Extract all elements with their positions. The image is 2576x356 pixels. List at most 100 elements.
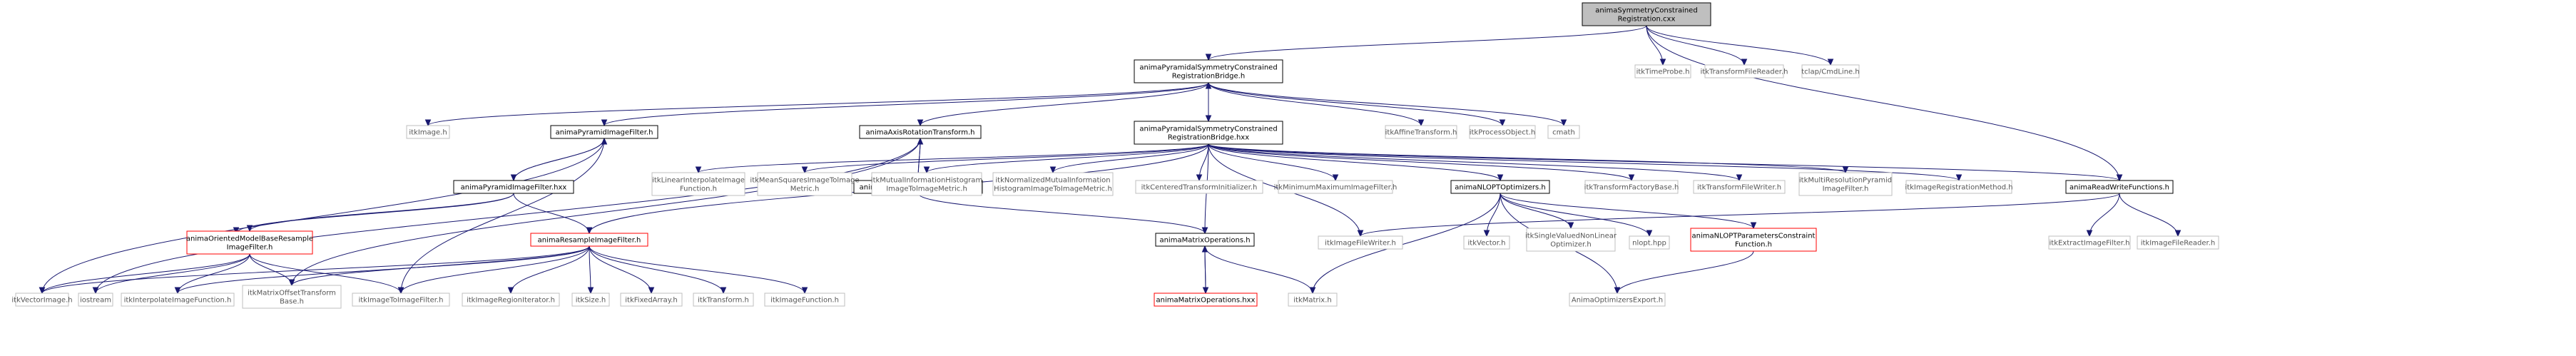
edge-psr-bridge-hxx-to-itk-img-reg-method bbox=[1208, 143, 1962, 182]
node-label: itkImageRegionIterator.h bbox=[467, 297, 555, 305]
edge-pyr-filter-hxx-to-oriented-resample bbox=[246, 193, 514, 233]
node-itk-tfreader[interactable]: itkTransformFileReader.h bbox=[1701, 64, 1788, 78]
edge-resample-filter-to-itk-transform bbox=[589, 245, 727, 295]
node-itk-matrix[interactable]: itkMatrix.h bbox=[1288, 293, 1338, 307]
edge-oriented-resample-to-itk-matrix-offset bbox=[249, 253, 295, 287]
node-label: HistogramImageToImageMetric.h bbox=[994, 185, 1112, 193]
node-itk-img-reg-method[interactable]: itkImageRegistrationMethod.h bbox=[1905, 180, 2013, 194]
node-itk-processobj[interactable]: itkProcessObject.h bbox=[1469, 125, 1536, 139]
edge-axis-rot-hxx-to-matrix-ops-h bbox=[917, 193, 1208, 235]
node-box bbox=[1629, 235, 1670, 250]
node-label: itkCenteredTransformInitializer.h bbox=[1141, 184, 1258, 192]
node-tclap[interactable]: tclap/CmdLine.h bbox=[1801, 64, 1860, 78]
arrowhead bbox=[39, 287, 46, 295]
node-itk-tf-factory[interactable]: itkTransformFactoryBase.h bbox=[1584, 180, 1679, 194]
node-itk-vector[interactable]: itkVector.h bbox=[1463, 235, 1510, 250]
node-label: Metric.h bbox=[790, 185, 820, 193]
node-itk-interp-func[interactable]: itkInterpolateImageFunction.h bbox=[121, 293, 235, 307]
node-oriented-resample[interactable]: animaOrientedModelBaseResampleImageFilte… bbox=[186, 230, 313, 255]
arrowhead bbox=[1750, 222, 1757, 230]
arrowhead bbox=[1049, 166, 1057, 174]
node-matrix-ops-h[interactable]: animaMatrixOperations.h bbox=[1155, 233, 1255, 247]
node-matrix-ops-hxx[interactable]: animaMatrixOperations.hxx bbox=[1154, 293, 1258, 307]
node-box bbox=[1278, 180, 1393, 194]
node-axis-rot-h[interactable]: animaAxisRotationTransform.h bbox=[859, 125, 982, 139]
node-iostream[interactable]: iostream bbox=[78, 293, 113, 307]
node-read-write[interactable]: animaReadWriteFunctions.h bbox=[2065, 180, 2174, 194]
node-pyr-filter-h[interactable]: animaPyramidImageFilter.h bbox=[550, 125, 658, 139]
node-cmath[interactable]: cmath bbox=[1547, 125, 1580, 139]
arrowhead bbox=[695, 166, 702, 174]
node-itk-mi-metric[interactable]: itkMutualInformationHistogramImageTolmag… bbox=[871, 172, 982, 196]
node-label: animaSymmetryConstrained bbox=[1595, 7, 1697, 15]
node-itk-timeprobe[interactable]: itkTimeProbe.h bbox=[1634, 64, 1691, 78]
arrowhead bbox=[233, 227, 240, 235]
node-nlopt-optimizers[interactable]: animaNLOPTOptimizers.h bbox=[1450, 180, 1550, 194]
node-box bbox=[764, 293, 845, 307]
node-box bbox=[871, 172, 982, 196]
node-label: itkVectorImage.h bbox=[11, 297, 72, 305]
node-resample-filter[interactable]: animaResampleImageFilter.h bbox=[530, 233, 648, 247]
node-psr-bridge-hxx[interactable]: animaPyramidalSymmetryConstrainedRegistr… bbox=[1134, 121, 1283, 145]
node-box bbox=[1135, 180, 1263, 194]
edge-root-to-itk-tfreader bbox=[1646, 25, 1748, 66]
node-itk-size[interactable]: itkSize.h bbox=[571, 293, 610, 307]
node-label: animaReadWriteFunctions.h bbox=[2070, 184, 2169, 192]
node-itk-centered-init[interactable]: itkCenteredTransformInitializer.h bbox=[1135, 180, 1263, 194]
node-label: iostream bbox=[80, 297, 111, 305]
node-box bbox=[2065, 180, 2174, 194]
node-itk-fixed-array[interactable]: itkFixedArray.h bbox=[620, 293, 683, 307]
arrowhead bbox=[288, 279, 295, 287]
node-itk-affine[interactable]: itkAffineTransform.h bbox=[1385, 125, 1457, 139]
node-box bbox=[2137, 235, 2219, 250]
edge-psr-bridge-hxx-to-itk-msq-metric bbox=[801, 143, 1209, 174]
edge-matrix-ops-hxx-to-matrix-ops-h bbox=[1201, 245, 1208, 294]
node-label: itkImage.h bbox=[409, 129, 447, 137]
node-itk-img-function[interactable]: itkImageFunction.h bbox=[764, 293, 845, 307]
node-label: itkImageFileWriter.h bbox=[1325, 240, 1396, 248]
node-itk-vector-image[interactable]: itkVectorImage.h bbox=[11, 293, 73, 307]
edge-psr-bridge-hxx-to-nlopt-optimizers bbox=[1208, 143, 1504, 182]
node-itk-img-writer[interactable]: itkImageFileWriter.h bbox=[1318, 235, 1403, 250]
node-itk-region-iter[interactable]: itkImageRegionIterator.h bbox=[462, 293, 560, 307]
edge-nlopt-optimizers-to-nlopt-params bbox=[1500, 193, 1757, 230]
arrowhead bbox=[246, 225, 253, 233]
node-box bbox=[1704, 64, 1784, 78]
edge-axis-rot-h-to-iostream bbox=[92, 138, 921, 295]
edge-resample-filter-to-itk-size bbox=[587, 245, 594, 295]
node-label: nlopt.hpp bbox=[1632, 240, 1666, 248]
node-itk-img-reader[interactable]: itkImageFileReader.h bbox=[2137, 235, 2219, 250]
node-itk-nmi-metric[interactable]: itkNormalizedMutualInformationHistogramI… bbox=[992, 172, 1114, 196]
node-itk-transform[interactable]: itkTransform.h bbox=[693, 293, 754, 307]
node-label: animaNLOPTParametersConstraint bbox=[1692, 233, 1816, 240]
node-label: Registration.cxx bbox=[1618, 16, 1676, 24]
node-psr-bridge-h[interactable]: animaPyramidalSymmetryConstrainedRegistr… bbox=[1134, 59, 1283, 83]
arrowhead bbox=[1201, 245, 1208, 253]
node-itk-image[interactable]: itkImage.h bbox=[406, 125, 450, 139]
node-box bbox=[78, 293, 113, 307]
arrowhead bbox=[1955, 174, 1962, 182]
edge-matrix-ops-h-to-itk-matrix bbox=[1204, 245, 1316, 295]
arrowhead bbox=[1196, 174, 1203, 182]
node-itk-minmax[interactable]: itkMinimumMaximumImageFilter.h bbox=[1274, 180, 1398, 194]
node-nlopt-hpp[interactable]: nlopt.hpp bbox=[1629, 235, 1670, 250]
node-label: itkSize.h bbox=[576, 297, 606, 305]
node-label: Base.h bbox=[280, 298, 304, 306]
arrowhead bbox=[424, 119, 432, 127]
edge-oriented-resample-to-itk-vector-image bbox=[39, 253, 250, 295]
arrowhead bbox=[1205, 81, 1212, 89]
node-itk-extract[interactable]: itkExtractImageFilter.h bbox=[2048, 235, 2131, 250]
node-itk-tf-writer[interactable]: itkTransformFileWriter.h bbox=[1693, 180, 1786, 194]
node-optimizers-export[interactable]: AnimaOptimizersExport.h bbox=[1569, 293, 1666, 307]
node-itk-img-to-img[interactable]: itkImageToImageFilter.h bbox=[352, 293, 450, 307]
node-label: animaAxisRotationTransform.h bbox=[866, 129, 975, 137]
node-pyr-filter-hxx[interactable]: animaPyramidImageFilter.hxx bbox=[453, 180, 574, 194]
